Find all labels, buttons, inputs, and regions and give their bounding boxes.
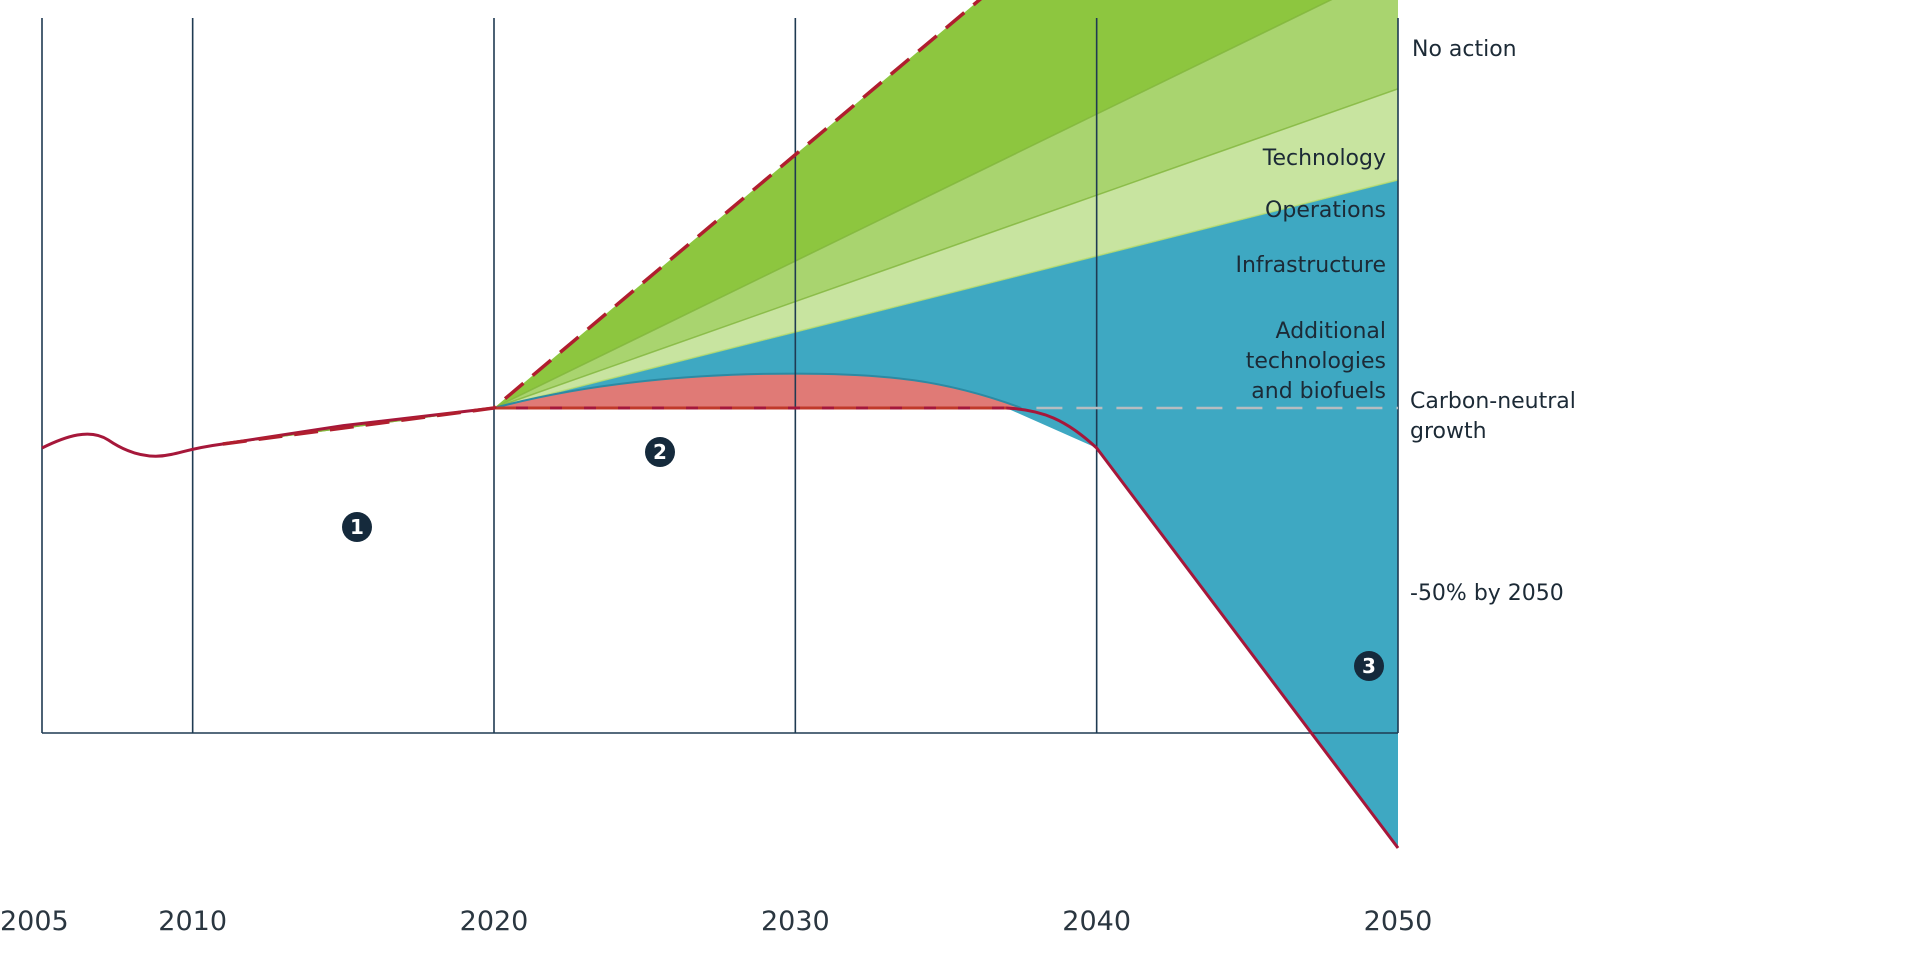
marker-3-label: 3 [1362, 654, 1376, 678]
x-tick-label: 2020 [460, 906, 529, 937]
series-minus-50-line [41, 406, 1400, 849]
x-tick-label: 2030 [761, 906, 830, 937]
series-no-action-line [222, 0, 983, 446]
annotation-label: Technology [1262, 146, 1386, 171]
band-emissions-gap [494, 373, 1022, 408]
annotation-label: Additional technologies and biofuels [1246, 319, 1386, 404]
x-tick-label: 2005 [0, 906, 69, 937]
x-tick-label: 2040 [1062, 906, 1131, 937]
marker-2-circle [645, 437, 675, 467]
x-tick-label: 2050 [1364, 906, 1433, 937]
marker-3-circle [1354, 651, 1384, 681]
annotation-label: Carbon-neutral growth [1410, 389, 1576, 444]
marker-1-label: 1 [350, 515, 364, 539]
marker-1-circle [342, 512, 372, 542]
annotation-label: -50% by 2050 [1410, 581, 1564, 606]
annotation-label: Infrastructure [1235, 253, 1386, 278]
band-technology [222, 0, 1331, 444]
x-tick-label: 2010 [158, 906, 227, 937]
annotation-label: Operations [1265, 198, 1386, 223]
band-additional-technologies [494, 180, 1398, 848]
annotation-label: No action [1412, 37, 1517, 62]
marker-2-label: 2 [653, 440, 667, 464]
